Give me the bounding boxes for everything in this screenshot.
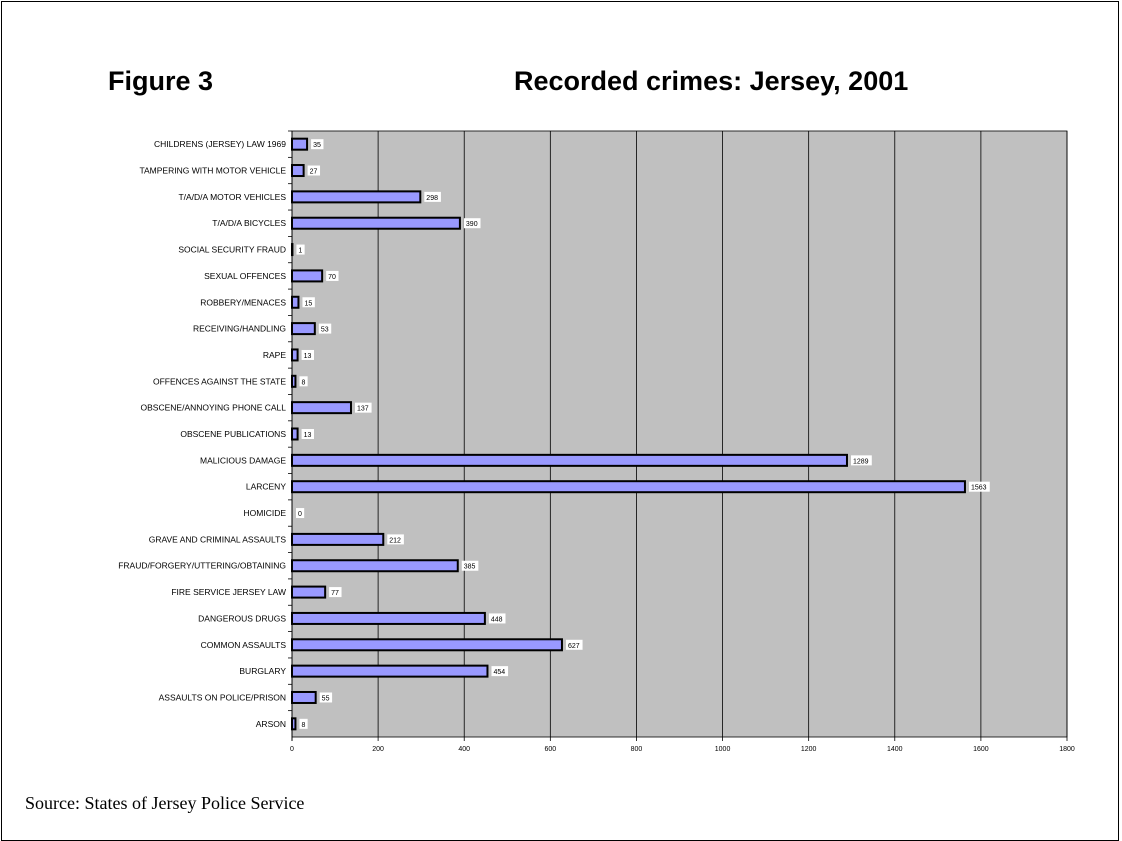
category-label: ARSON [256,719,286,729]
bar [292,534,383,545]
data-label: 390 [466,221,478,228]
data-label: 0 [298,511,302,518]
bar [292,718,295,729]
data-label: 27 [310,169,318,176]
data-label: 385 [464,564,476,571]
category-label: CHILDRENS (JERSEY) LAW 1969 [154,139,286,149]
data-label: 35 [313,142,321,149]
bar [292,613,485,624]
data-label: 627 [568,643,580,650]
data-label: 1563 [971,485,987,492]
x-tick-label: 600 [544,746,556,753]
category-label: GRAVE AND CRIMINAL ASSAULTS [149,534,287,544]
bar-chart: 35 27 298 390 1 70 15 53 13 8 137 13 1289 1563 0 212 385… [0,0,1122,821]
category-label: BURGLARY [239,666,286,676]
data-label: 298 [426,195,438,202]
data-label: 13 [304,353,312,360]
bar [292,218,460,229]
data-label: 70 [328,274,336,281]
category-label: ROBBERY/MENACES [200,297,286,307]
category-label: MALICIOUS DAMAGE [200,455,286,465]
data-label: 137 [357,406,369,413]
category-label: T/A/D/A BICYCLES [212,218,286,228]
x-tick-label: 1600 [973,746,989,753]
bar [292,481,965,492]
category-label: FRAUD/FORGERY/UTTERING/OBTAINING [118,561,286,571]
bar [292,429,298,440]
bar [292,349,298,360]
x-tick-label: 1400 [887,746,903,753]
data-label: 55 [322,695,330,702]
category-label: OBSCENE/ANNOYING PHONE CALL [141,403,287,413]
bar [292,692,316,703]
x-tick-label: 1000 [715,746,731,753]
category-label: FIRE SERVICE JERSEY LAW [171,587,286,597]
bar [292,376,295,387]
data-label: 454 [493,669,505,676]
category-label: TAMPERING WITH MOTOR VEHICLE [139,166,286,176]
data-label: 53 [321,327,329,334]
category-label: RECEIVING/HANDLING [193,324,286,334]
x-tick-label: 0 [290,746,294,753]
bar [292,402,351,413]
category-label: T/A/D/A MOTOR VEHICLES [178,192,286,202]
category-label: LARCENY [246,482,286,492]
bar [292,587,325,598]
bar [292,165,304,176]
bar [292,455,847,466]
data-label: 77 [331,590,339,597]
bar [292,191,420,202]
data-label: 8 [301,722,305,729]
bar [292,560,458,571]
data-label: 212 [389,537,401,544]
x-tick-label: 1200 [801,746,817,753]
category-label: ASSAULTS ON POLICE/PRISON [159,692,286,702]
x-tick-label: 200 [372,746,384,753]
category-label: COMMON ASSAULTS [201,640,287,650]
data-label: 448 [491,616,503,623]
data-label: 1 [298,248,302,255]
category-label: RAPE [263,350,286,360]
bar [292,323,315,334]
bar [292,639,562,650]
x-tick-label: 1800 [1059,746,1075,753]
category-labels: CHILDRENS (JERSEY) LAW 1969 TAMPERING WIT… [118,131,292,741]
data-label: 1289 [853,458,869,465]
category-label: DANGEROUS DRUGS [198,613,286,623]
data-label: 15 [304,300,312,307]
source-note: Source: States of Jersey Police Service [25,793,304,814]
category-label: OFFENCES AGAINST THE STATE [153,376,286,386]
category-label: SEXUAL OFFENCES [204,271,286,281]
data-label: 13 [304,432,312,439]
x-axis-ticks: 0 200 400 600 800 1000 1200 1400 1600 1800 [290,737,1075,753]
bar [292,666,487,677]
category-label: OBSCENE PUBLICATIONS [180,429,286,439]
category-label: HOMICIDE [244,508,287,518]
data-label: 8 [301,379,305,386]
bar [292,139,307,150]
bar [292,270,322,281]
bar [292,297,298,308]
category-label: SOCIAL SECURITY FRAUD [178,245,286,255]
x-tick-label: 800 [631,746,643,753]
x-tick-label: 400 [458,746,470,753]
